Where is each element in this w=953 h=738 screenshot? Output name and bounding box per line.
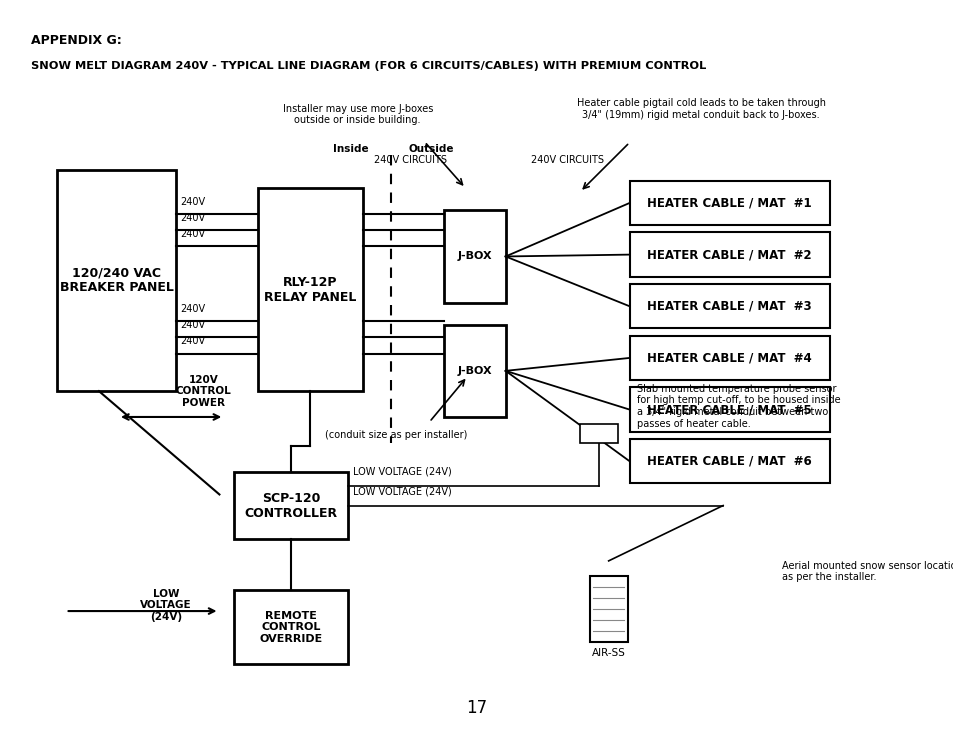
Bar xyxy=(257,188,362,391)
Text: 17: 17 xyxy=(466,700,487,717)
Text: J-BOX: J-BOX xyxy=(456,366,492,376)
Text: 240V: 240V xyxy=(180,303,205,314)
Text: Installer may use more J-boxes
outside or inside building.: Installer may use more J-boxes outside o… xyxy=(282,103,433,125)
Text: 240V: 240V xyxy=(180,196,205,207)
Text: SNOW MELT DIAGRAM 240V - TYPICAL LINE DIAGRAM (FOR 6 CIRCUITS/CABLES) WITH PREMI: SNOW MELT DIAGRAM 240V - TYPICAL LINE DI… xyxy=(31,61,706,72)
Text: 240V CIRCUITS: 240V CIRCUITS xyxy=(374,155,446,165)
Text: J-BOX: J-BOX xyxy=(456,252,492,261)
Text: 240V: 240V xyxy=(180,320,205,330)
Text: APPENDIX G:: APPENDIX G: xyxy=(31,34,122,47)
Text: REMOTE
CONTROL
OVERRIDE: REMOTE CONTROL OVERRIDE xyxy=(259,611,322,644)
Bar xyxy=(629,181,829,225)
Bar xyxy=(629,232,829,277)
Text: AIR-SS: AIR-SS xyxy=(591,648,625,658)
Text: LOW
VOLTAGE
(24V): LOW VOLTAGE (24V) xyxy=(140,589,192,621)
Text: (conduit size as per installer): (conduit size as per installer) xyxy=(324,430,467,441)
Text: 240V: 240V xyxy=(180,229,205,239)
Bar xyxy=(233,472,348,539)
Text: Inside: Inside xyxy=(333,143,369,154)
Text: Outside: Outside xyxy=(408,143,454,154)
Text: 240V: 240V xyxy=(180,213,205,223)
Text: SCP-120
CONTROLLER: SCP-120 CONTROLLER xyxy=(244,492,337,520)
Text: RLY-12P
RELAY PANEL: RLY-12P RELAY PANEL xyxy=(264,276,355,303)
Bar xyxy=(589,576,627,642)
Text: HEATER CABLE / MAT  #1: HEATER CABLE / MAT #1 xyxy=(647,196,811,210)
Bar xyxy=(629,336,829,380)
Bar xyxy=(57,170,176,391)
Bar xyxy=(233,590,348,664)
Bar xyxy=(629,439,829,483)
Text: HEATER CABLE / MAT  #5: HEATER CABLE / MAT #5 xyxy=(647,403,811,416)
Text: Heater cable pigtail cold leads to be taken through
3/4" (19mm) rigid metal cond: Heater cable pigtail cold leads to be ta… xyxy=(576,98,825,120)
Text: HEATER CABLE / MAT  #6: HEATER CABLE / MAT #6 xyxy=(647,455,811,468)
Text: Slab mounted temperature probe sensor
for high temp cut-off, to be housed inside: Slab mounted temperature probe sensor fo… xyxy=(637,384,840,429)
Bar xyxy=(629,284,829,328)
Text: 240V CIRCUITS: 240V CIRCUITS xyxy=(531,155,603,165)
Text: HEATER CABLE / MAT  #4: HEATER CABLE / MAT #4 xyxy=(647,351,811,365)
Bar xyxy=(443,325,505,417)
Text: Aerial mounted snow sensor location
as per the installer.: Aerial mounted snow sensor location as p… xyxy=(781,561,953,582)
Text: HEATER CABLE / MAT  #3: HEATER CABLE / MAT #3 xyxy=(647,300,811,313)
Bar xyxy=(443,210,505,303)
Text: LOW VOLTAGE (24V): LOW VOLTAGE (24V) xyxy=(353,466,452,477)
Text: 120/240 VAC
BREAKER PANEL: 120/240 VAC BREAKER PANEL xyxy=(60,266,173,294)
Bar xyxy=(579,424,618,443)
Bar xyxy=(629,387,829,432)
Text: HEATER CABLE / MAT  #2: HEATER CABLE / MAT #2 xyxy=(647,248,811,261)
Text: LOW VOLTAGE (24V): LOW VOLTAGE (24V) xyxy=(353,486,452,497)
Text: 240V: 240V xyxy=(180,336,205,346)
Text: 120V
CONTROL
POWER: 120V CONTROL POWER xyxy=(175,375,231,407)
